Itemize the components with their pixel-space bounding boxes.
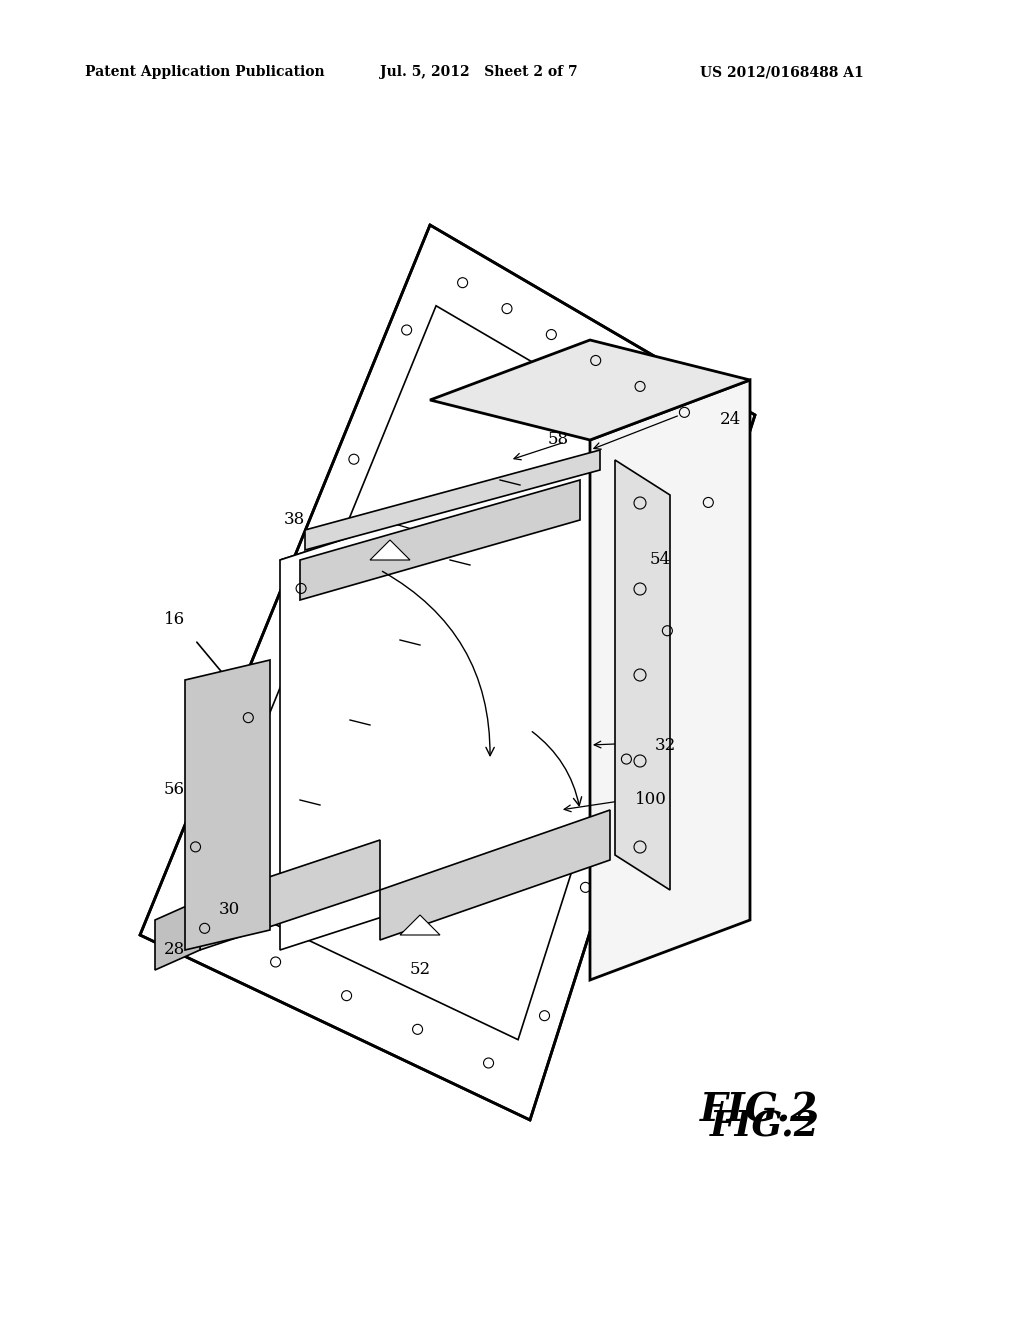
Text: 58: 58: [548, 432, 569, 449]
Polygon shape: [590, 380, 750, 979]
Text: FIG.2: FIG.2: [710, 1107, 820, 1142]
Text: 30: 30: [219, 902, 240, 919]
Polygon shape: [280, 450, 680, 610]
Text: 100: 100: [635, 792, 667, 808]
FancyArrowPatch shape: [382, 572, 495, 755]
Polygon shape: [400, 915, 440, 935]
Polygon shape: [430, 341, 750, 440]
Polygon shape: [305, 450, 600, 550]
Text: 28: 28: [164, 941, 185, 958]
Text: Patent Application Publication: Patent Application Publication: [85, 65, 325, 79]
Text: 54: 54: [650, 552, 671, 569]
Text: 24: 24: [720, 412, 741, 429]
Polygon shape: [199, 306, 702, 1040]
Polygon shape: [140, 224, 755, 1119]
Text: 52: 52: [410, 961, 430, 978]
Text: 56: 56: [164, 781, 185, 799]
Polygon shape: [185, 660, 270, 950]
Text: US 2012/0168488 A1: US 2012/0168488 A1: [700, 65, 864, 79]
Text: 32: 32: [655, 737, 676, 754]
Polygon shape: [620, 450, 680, 890]
Polygon shape: [155, 900, 200, 970]
Polygon shape: [380, 810, 610, 940]
Text: FIG.2: FIG.2: [700, 1092, 818, 1129]
Text: 16: 16: [165, 611, 185, 628]
Polygon shape: [615, 459, 670, 890]
Polygon shape: [280, 450, 620, 950]
Polygon shape: [200, 840, 380, 950]
FancyArrowPatch shape: [532, 731, 582, 805]
Polygon shape: [370, 540, 410, 560]
Polygon shape: [300, 480, 580, 601]
Text: Jul. 5, 2012   Sheet 2 of 7: Jul. 5, 2012 Sheet 2 of 7: [380, 65, 578, 79]
Text: 38: 38: [284, 511, 305, 528]
